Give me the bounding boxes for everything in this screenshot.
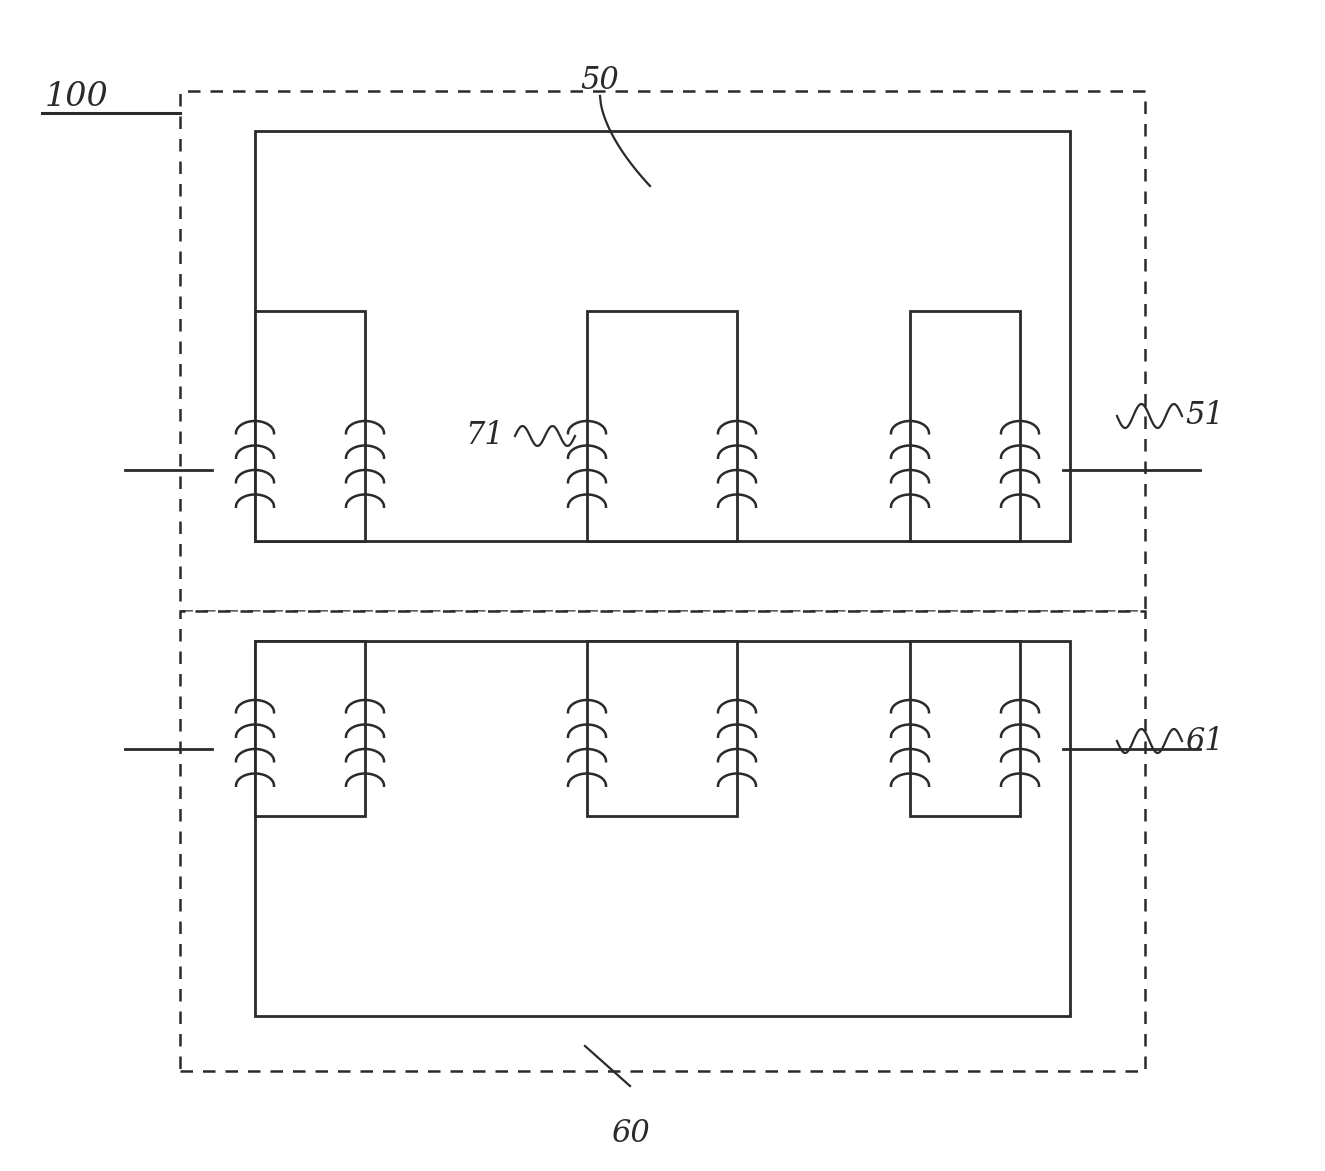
- Bar: [587, 641, 737, 816]
- Bar: [587, 311, 737, 541]
- Text: 50: 50: [580, 66, 619, 96]
- Text: 71: 71: [465, 420, 504, 452]
- Text: 100: 100: [45, 81, 109, 112]
- Bar: [910, 641, 1020, 816]
- Bar: [254, 131, 1071, 541]
- Bar: [254, 641, 1071, 1016]
- Text: 60: 60: [611, 1118, 649, 1149]
- Bar: [254, 311, 364, 541]
- Text: 51: 51: [1185, 400, 1224, 431]
- Bar: [254, 641, 364, 816]
- Text: 61: 61: [1185, 726, 1224, 756]
- Bar: [180, 91, 1145, 611]
- Bar: [910, 311, 1020, 541]
- Bar: [180, 611, 1145, 1071]
